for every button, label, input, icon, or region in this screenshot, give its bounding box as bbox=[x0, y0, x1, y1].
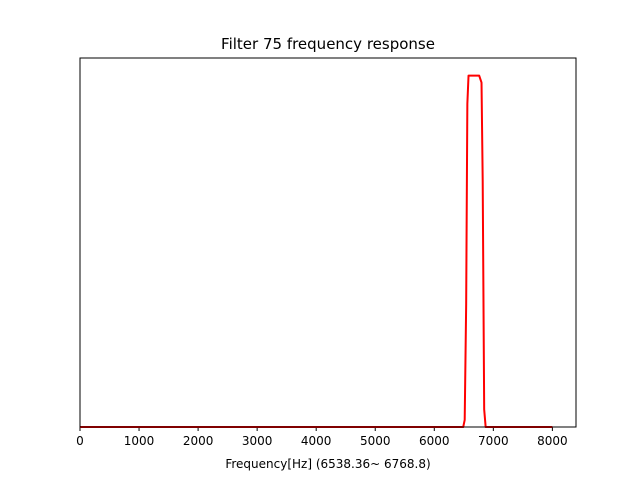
x-tick-label: 1000 bbox=[124, 434, 155, 448]
x-tick-label: 0 bbox=[76, 434, 84, 448]
x-tick-label: 8000 bbox=[537, 434, 568, 448]
x-axis-ticks: 0 1000 2000 3000 4000 5000 6000 7000 8000 bbox=[76, 427, 568, 448]
x-tick-label: 4000 bbox=[301, 434, 332, 448]
x-tick-label: 5000 bbox=[360, 434, 391, 448]
x-axis-label: Frequency[Hz] (6538.36~ 6768.8) bbox=[225, 457, 430, 471]
x-tick-label: 3000 bbox=[242, 434, 273, 448]
series-line bbox=[80, 74, 553, 428]
x-tick-label: 2000 bbox=[183, 434, 214, 448]
plot-frame bbox=[79, 57, 577, 428]
x-tick-label: 7000 bbox=[478, 434, 509, 448]
x-tick-label: 6000 bbox=[419, 434, 450, 448]
chart-title: Filter 75 frequency response bbox=[221, 35, 435, 53]
